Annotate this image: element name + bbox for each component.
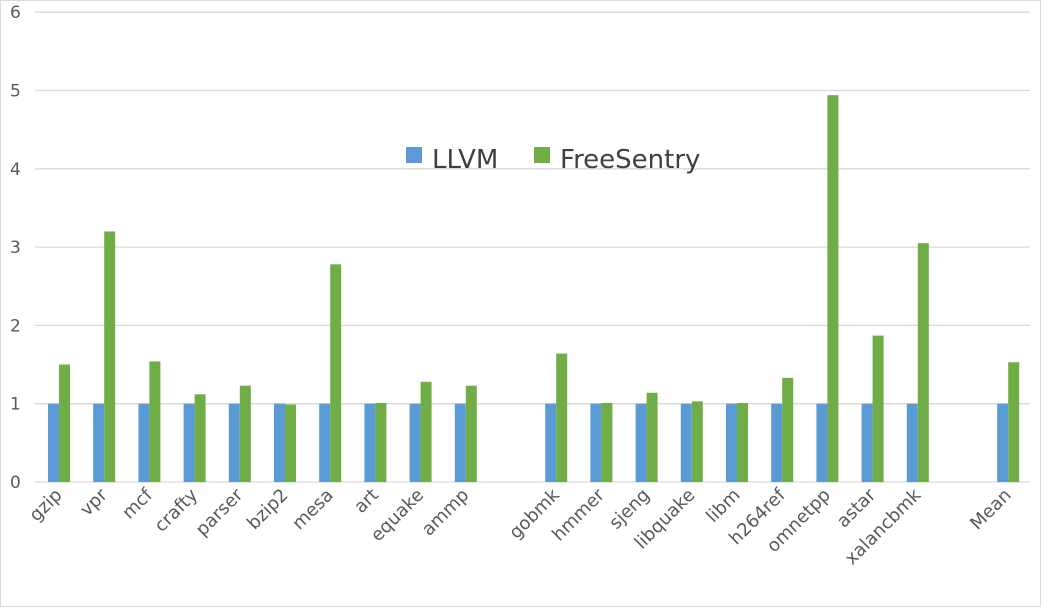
y-tick-label: 5	[10, 82, 21, 102]
legend-swatch-llvm	[406, 147, 422, 163]
bar-llvm-libm	[726, 403, 737, 482]
bar-llvm-xalancbmk	[906, 403, 918, 482]
bar-llvm-sjeng	[635, 403, 647, 482]
bar-freesentry-omnetpp	[827, 95, 839, 482]
bar-llvm-gobmk	[545, 403, 557, 482]
bar-freesentry-sjeng	[646, 392, 658, 482]
bar-llvm-parser	[228, 403, 240, 482]
y-tick-label: 3	[10, 238, 21, 258]
bar-llvm-mcf	[138, 403, 150, 482]
bar-freesentry-ammp	[465, 385, 477, 482]
bar-llvm-mesa	[319, 403, 331, 482]
bar-llvm-omnetpp	[816, 403, 828, 482]
legend-label-llvm: LLVM	[432, 145, 498, 175]
y-tick-label: 1	[10, 395, 21, 415]
bar-freesentry-xalancbmk	[917, 243, 929, 482]
bar-freesentry-bzip2	[285, 404, 296, 482]
bar-llvm-mean	[997, 403, 1009, 482]
bar-llvm-vpr	[93, 403, 105, 482]
bar-freesentry-astar	[872, 335, 884, 482]
bar-llvm-ammp	[454, 403, 466, 482]
bar-freesentry-parser	[239, 385, 251, 482]
bar-llvm-bzip2	[274, 403, 285, 482]
legend-label-freesentry: FreeSentry	[560, 145, 700, 175]
bar-llvm-hmmer	[590, 403, 602, 482]
bar-llvm-crafty	[183, 403, 195, 482]
bar-llvm-equake	[409, 403, 421, 482]
bar-llvm-astar	[861, 403, 873, 482]
bar-freesentry-mesa	[330, 264, 342, 482]
bar-freesentry-gzip	[59, 364, 70, 482]
bar-freesentry-crafty	[194, 394, 206, 482]
bar-freesentry-equake	[420, 381, 432, 482]
bar-freesentry-art	[375, 402, 387, 482]
bar-freesentry-mcf	[149, 361, 161, 482]
bar-llvm-gzip	[48, 403, 59, 482]
bar-llvm-h264ref	[771, 403, 783, 482]
y-tick-label: 6	[10, 3, 21, 23]
bar-llvm-libquake	[680, 403, 692, 482]
bar-freesentry-gobmk	[556, 353, 568, 482]
bar-freesentry-libm	[737, 402, 748, 482]
y-tick-label: 4	[10, 160, 21, 180]
bar-freesentry-hmmer	[601, 402, 613, 482]
legend-swatch-freesentry	[534, 147, 550, 163]
bar-freesentry-libquake	[691, 401, 703, 482]
y-tick-label: 2	[10, 316, 21, 336]
legend: LLVM FreeSentry	[406, 145, 700, 175]
bar-llvm-art	[364, 403, 376, 482]
bar-freesentry-vpr	[104, 231, 116, 482]
bar-freesentry-mean	[1008, 362, 1020, 482]
bar-freesentry-h264ref	[782, 377, 794, 482]
y-tick-label: 0	[10, 473, 21, 493]
